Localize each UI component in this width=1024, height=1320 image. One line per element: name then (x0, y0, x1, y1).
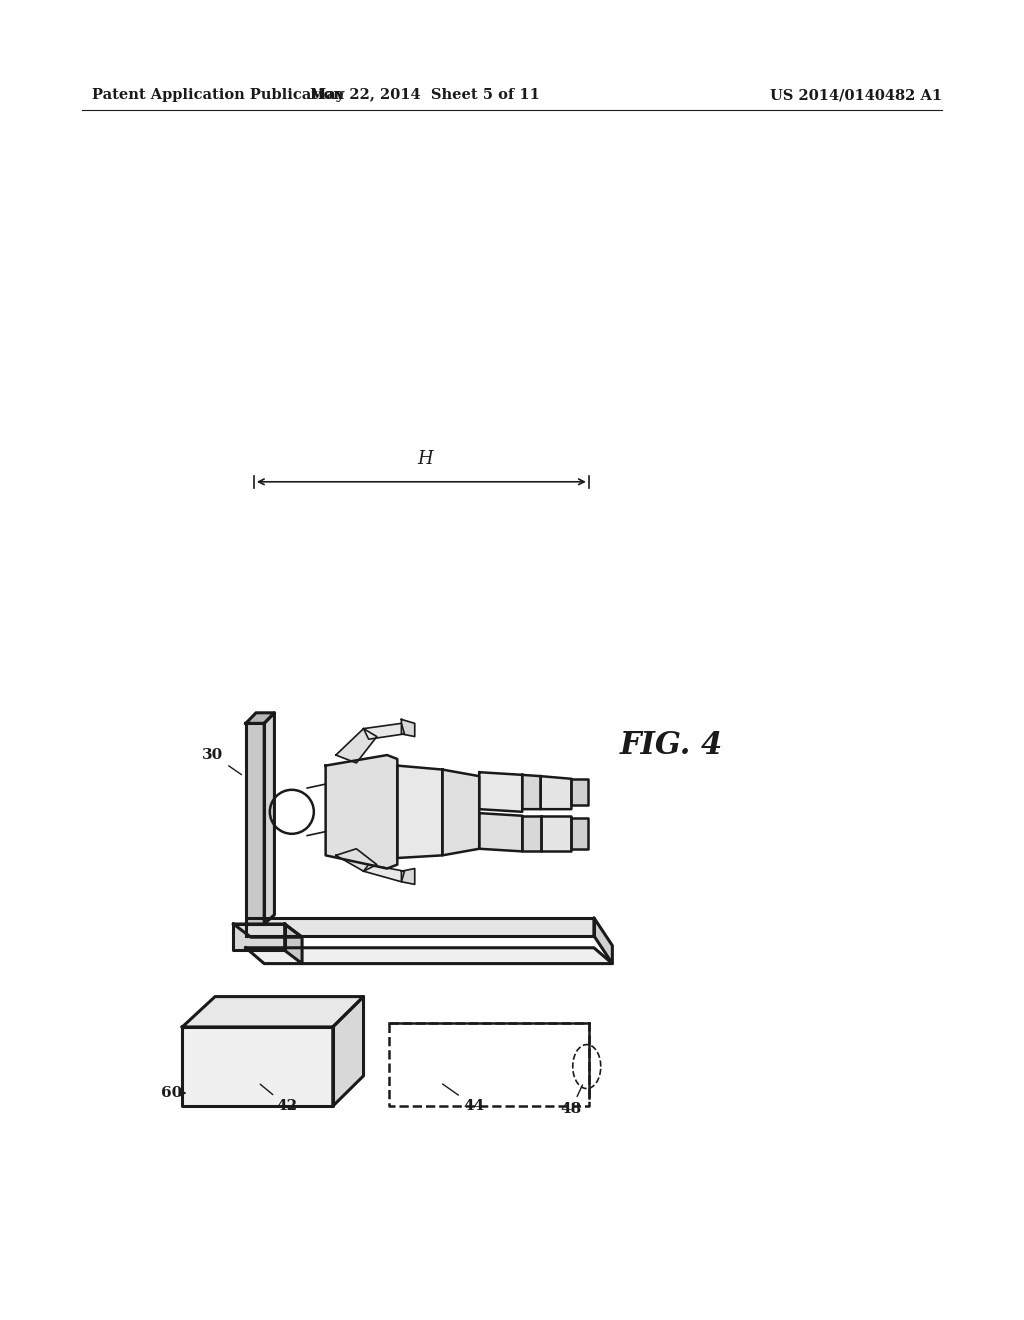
Polygon shape (397, 766, 442, 858)
Polygon shape (233, 924, 285, 950)
Polygon shape (594, 917, 612, 964)
Polygon shape (541, 776, 571, 809)
Text: US 2014/0140482 A1: US 2014/0140482 A1 (770, 88, 942, 102)
Polygon shape (541, 816, 571, 851)
Polygon shape (364, 723, 404, 739)
Polygon shape (246, 723, 264, 924)
Polygon shape (522, 775, 541, 809)
Polygon shape (336, 729, 377, 763)
Polygon shape (479, 813, 522, 851)
Text: 44: 44 (442, 1084, 484, 1113)
Polygon shape (522, 816, 541, 851)
Text: FIG. 4: FIG. 4 (620, 730, 723, 762)
Polygon shape (246, 713, 274, 723)
Polygon shape (182, 1027, 333, 1106)
Polygon shape (571, 818, 588, 849)
Polygon shape (336, 849, 377, 871)
Polygon shape (479, 772, 522, 812)
Polygon shape (285, 924, 302, 964)
Polygon shape (264, 713, 274, 924)
Text: Patent Application Publication: Patent Application Publication (92, 88, 344, 102)
Polygon shape (442, 770, 479, 855)
Text: 60: 60 (162, 1086, 182, 1100)
Text: May 22, 2014  Sheet 5 of 11: May 22, 2014 Sheet 5 of 11 (310, 88, 540, 102)
Polygon shape (246, 917, 594, 936)
Polygon shape (333, 997, 364, 1106)
Polygon shape (401, 869, 415, 884)
Polygon shape (571, 779, 588, 805)
Polygon shape (233, 924, 302, 937)
Text: 48: 48 (561, 1085, 583, 1115)
Polygon shape (246, 948, 612, 964)
Text: H: H (417, 450, 433, 469)
Polygon shape (182, 997, 364, 1027)
Polygon shape (401, 719, 415, 737)
Text: 30: 30 (203, 748, 242, 775)
Text: 42: 42 (260, 1084, 297, 1113)
Polygon shape (326, 755, 397, 869)
Polygon shape (364, 865, 404, 882)
